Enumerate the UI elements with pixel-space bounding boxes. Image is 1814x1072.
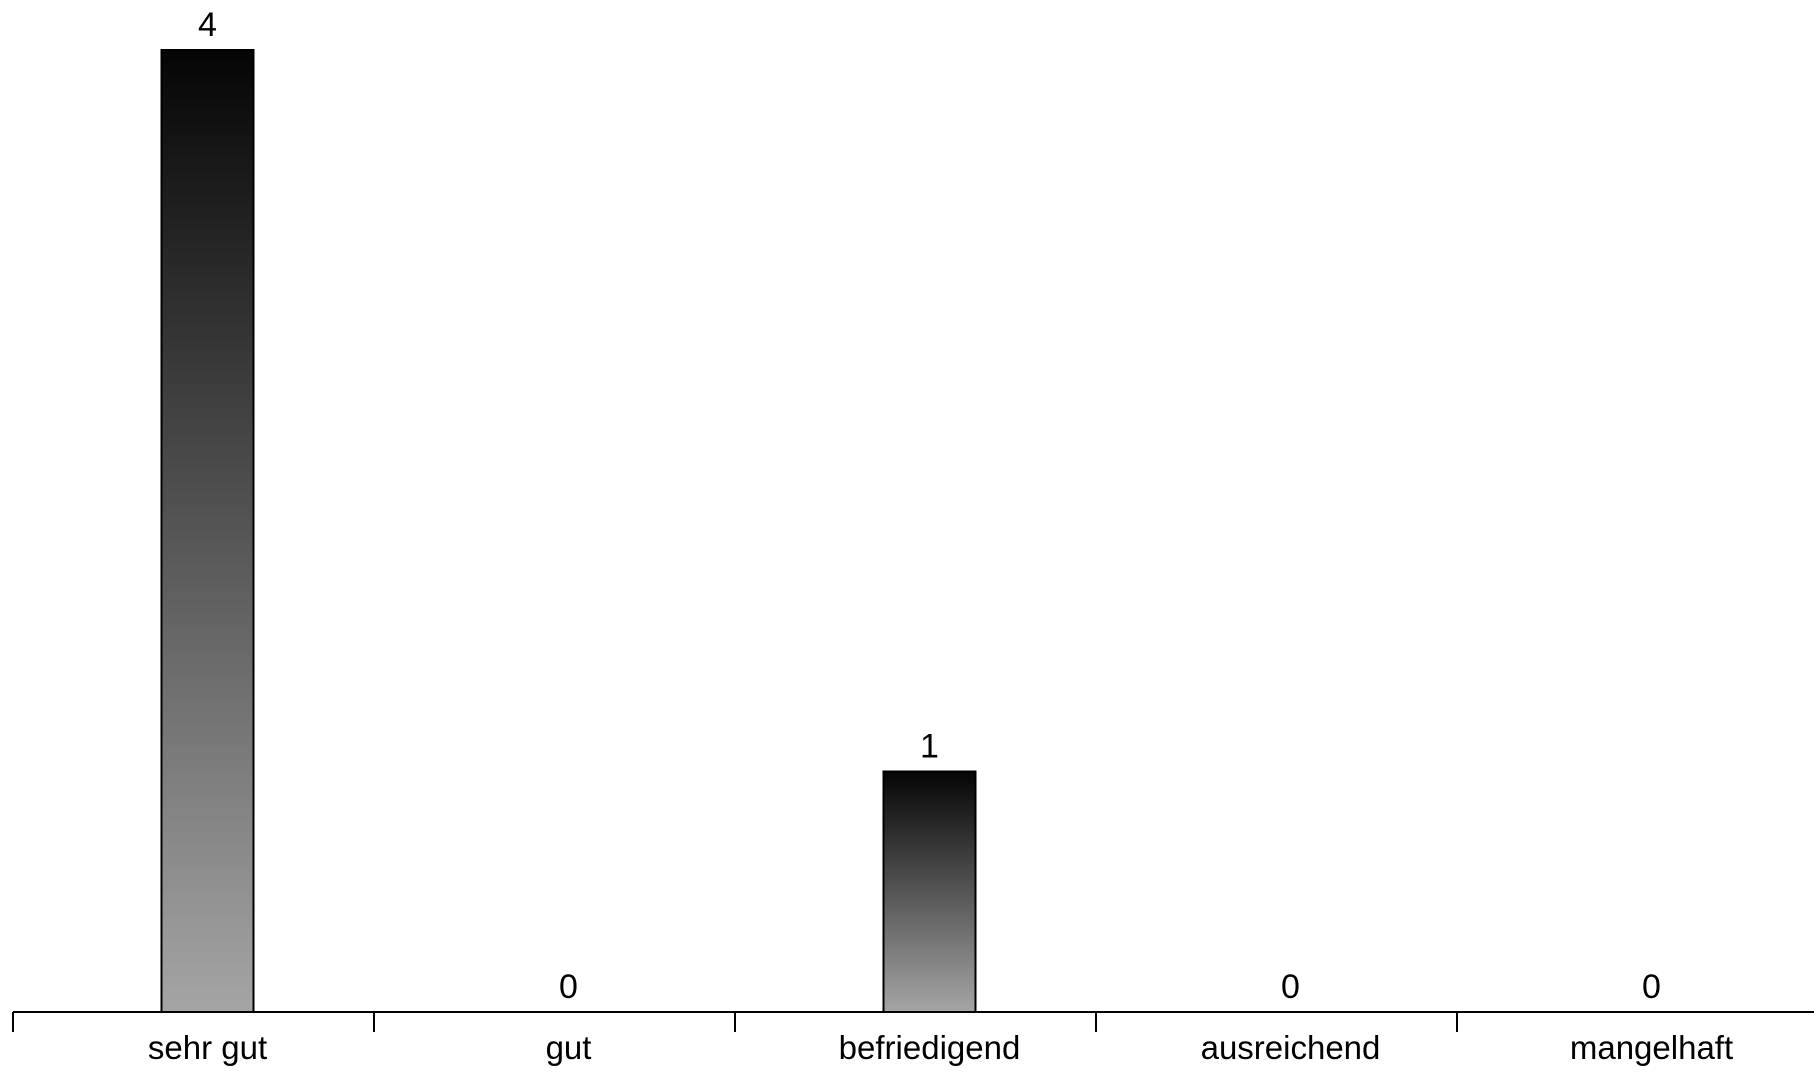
data-label-befriedigend: 1 <box>920 728 939 766</box>
bar-befriedigend <box>882 770 977 1013</box>
data-label-ausreichend: 0 <box>1281 968 1300 1006</box>
data-label-sehr-gut: 4 <box>198 6 217 44</box>
x-tick-label-ausreichend: ausreichend <box>1201 1029 1381 1066</box>
x-axis <box>12 1011 1814 1032</box>
x-tick-label-gut: gut <box>546 1029 592 1066</box>
x-tick-label-mangelhaft: mangelhaft <box>1570 1029 1733 1066</box>
value-labels-group: 4 0 1 0 0 <box>198 6 1661 1006</box>
x-tick-label-befriedigend: befriedigend <box>839 1029 1021 1066</box>
data-label-mangelhaft: 0 <box>1642 968 1661 1006</box>
bar-sehr-gut <box>160 49 255 1013</box>
x-tick-label-sehr-gut: sehr gut <box>148 1029 267 1066</box>
data-label-gut: 0 <box>559 968 578 1006</box>
bars-group <box>160 49 977 1013</box>
x-tick-labels-group: sehr gut gut befriedigend ausreichend mangel… <box>148 1029 1733 1066</box>
